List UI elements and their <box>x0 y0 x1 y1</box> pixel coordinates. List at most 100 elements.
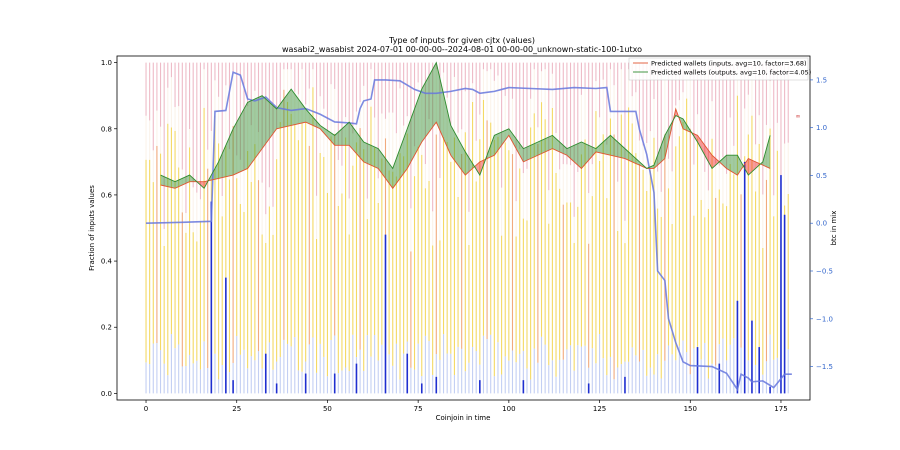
bar-131-seg-0 <box>620 364 622 394</box>
plot-frame <box>116 55 811 401</box>
bar-160-seg-2 <box>726 173 728 207</box>
bar-124-seg-0 <box>595 363 597 394</box>
bar-174-seg-2 <box>776 122 778 151</box>
bar-90-seg-1 <box>472 101 474 347</box>
bar-155-seg-1 <box>707 208 709 379</box>
bar-142-seg-2 <box>660 191 662 217</box>
bar-8-seg-0 <box>174 348 176 394</box>
y2-tick-label-0: −1.5 <box>816 363 833 371</box>
bar-81-seg-0 <box>439 359 441 394</box>
bar-99-seg-3 <box>504 62 506 96</box>
spikes-layer <box>210 161 786 394</box>
bar-51-seg-1 <box>330 136 332 340</box>
bar-118-seg-3 <box>573 62 575 217</box>
bar-120-seg-2 <box>580 94 582 155</box>
bar-86-seg-3 <box>457 62 459 133</box>
bar-40-seg-2 <box>290 69 292 114</box>
bar-144-seg-2 <box>667 158 670 189</box>
legend-outputs-label: Predicted wallets (outputs, avg=10, fact… <box>651 69 811 77</box>
bar-39-seg-2 <box>286 69 289 102</box>
bar-14-seg-2 <box>196 192 198 242</box>
bar-92-seg-0 <box>479 364 481 394</box>
bar-79-seg-2 <box>432 211 434 246</box>
x-tick-label-2: 50 <box>323 405 332 413</box>
bar-112-seg-1 <box>551 107 553 361</box>
bar-71-seg-0 <box>403 353 405 394</box>
bar-7-seg-3 <box>170 62 172 78</box>
bar-4-seg-1 <box>159 153 162 351</box>
bar-12-seg-3 <box>189 62 191 130</box>
bar-133-seg-2 <box>628 69 630 108</box>
bar-39-seg-3 <box>286 62 289 70</box>
bar-64-seg-3 <box>377 62 379 179</box>
bar-162-seg-3 <box>733 62 735 146</box>
bar-119-seg-3 <box>577 62 579 172</box>
bar-5-seg-2 <box>163 228 165 246</box>
spike-bar-22 <box>769 386 771 394</box>
bar-85-seg-0 <box>453 374 455 394</box>
bar-134-seg-2 <box>631 96 633 124</box>
bar-53-seg-3 <box>337 62 339 160</box>
bar-25-seg-0 <box>236 335 238 394</box>
bar-10-seg-2 <box>181 169 183 213</box>
bar-60-seg-0 <box>363 370 365 394</box>
bar-159-seg-2 <box>722 157 724 204</box>
bar-62-seg-0 <box>370 356 372 394</box>
bar-20-seg-2 <box>218 96 220 144</box>
bar-25-seg-3 <box>236 62 238 156</box>
bar-138-seg-2 <box>646 142 648 191</box>
bar-63-seg-0 <box>374 334 376 394</box>
bar-160-seg-3 <box>726 62 728 174</box>
bar-104-seg-0 <box>522 350 524 394</box>
bar-65-seg-3 <box>381 62 383 114</box>
bar-140-seg-2 <box>653 98 655 138</box>
bar-174-seg-1 <box>776 150 778 358</box>
bar-115-seg-2 <box>562 164 564 205</box>
bar-139-seg-1 <box>649 170 651 368</box>
bar-170-seg-1 <box>762 247 764 375</box>
bar-69-seg-1 <box>395 176 397 344</box>
bar-0-seg-0 <box>145 362 147 394</box>
bar-133-seg-3 <box>628 62 630 70</box>
fill-outputs-above <box>719 155 745 176</box>
bar-82-seg-0 <box>442 334 445 394</box>
bar-149-seg-0 <box>686 352 688 394</box>
bar-136-seg-0 <box>638 361 641 394</box>
bar-43-seg-1 <box>301 123 303 372</box>
bar-92-seg-2 <box>479 114 481 140</box>
spike-bar-16 <box>696 347 699 394</box>
bar-109-seg-2 <box>540 71 543 103</box>
bar-110-seg-2 <box>544 69 546 120</box>
bar-7-seg-2 <box>170 77 172 128</box>
bar-30-seg-2 <box>254 90 256 145</box>
bar-51-seg-2 <box>330 84 332 137</box>
bar-43-seg-0 <box>301 371 303 394</box>
bar-115-seg-3 <box>562 62 564 165</box>
bar-48-seg-2 <box>319 96 321 153</box>
bar-142-seg-0 <box>660 378 662 394</box>
bar-7-seg-1 <box>170 127 172 335</box>
bar-140-seg-0 <box>653 374 655 394</box>
bar-61-seg-0 <box>366 335 368 394</box>
bar-143-seg-2 <box>664 70 666 135</box>
bar-100-seg-3 <box>508 62 510 130</box>
bar-154-seg-2 <box>704 171 706 218</box>
bar-156-seg-0 <box>711 363 713 394</box>
bar-77-seg-1 <box>424 188 426 336</box>
bar-80-seg-2 <box>435 69 437 135</box>
bar-161-seg-1 <box>729 163 731 345</box>
bar-93-seg-1 <box>482 99 485 336</box>
bar-17-seg-3 <box>207 62 209 150</box>
spike-bar-14 <box>587 383 590 394</box>
bar-39-seg-0 <box>286 343 289 394</box>
bar-161-seg-3 <box>729 62 731 118</box>
bar-141-seg-0 <box>657 354 659 394</box>
bar-74-seg-3 <box>413 62 416 147</box>
bar-159-seg-1 <box>722 203 724 339</box>
bar-166-seg-2 <box>747 94 749 135</box>
bar-13-seg-0 <box>192 363 194 394</box>
bar-119-seg-2 <box>577 171 579 207</box>
bar-171-seg-3 <box>765 62 768 125</box>
bar-1-seg-0 <box>149 364 151 394</box>
bar-6-seg-1 <box>167 123 169 376</box>
